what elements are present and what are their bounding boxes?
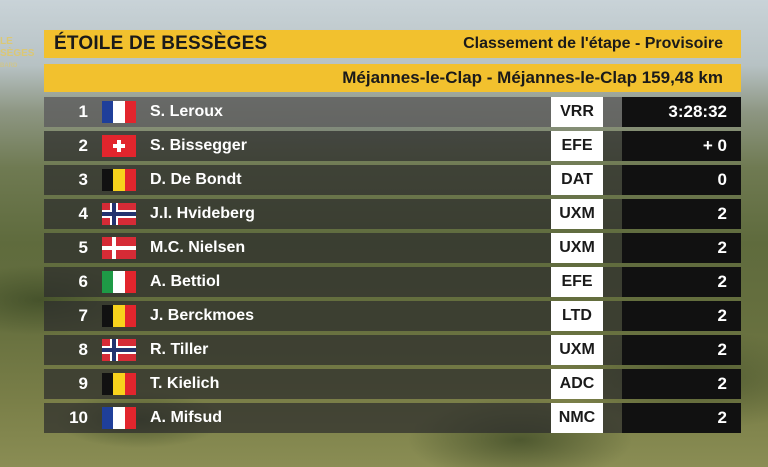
rank: 10 [69, 408, 88, 427]
rank: 9 [78, 374, 88, 393]
watermark-line: SÈGES [0, 48, 35, 59]
time-gap: 3:28:32 [622, 97, 741, 127]
rank: 3 [78, 170, 88, 189]
broadcast-watermark: LE SÈGES BARD [0, 36, 40, 72]
time-gap: 2 [622, 199, 741, 229]
team-code: NMC [551, 403, 603, 433]
table-row: 1 S. Leroux VRR 3:28:32 [44, 97, 741, 127]
team-code: DAT [551, 165, 603, 195]
watermark-line: LE [0, 36, 13, 47]
time-gap: 0 [622, 165, 741, 195]
table-row: 8 R. Tiller UXM 2 [44, 335, 741, 365]
watermark-line: BARD [0, 63, 18, 69]
table-row: 10 A. Mifsud NMC 2 [44, 403, 741, 433]
time-gap: 2 [622, 335, 741, 365]
france-flag-icon [102, 407, 136, 429]
rider-name: A. Mifsud [150, 409, 222, 426]
rider-name: J. Berckmoes [150, 307, 255, 324]
norway-flag-icon [102, 339, 136, 361]
denmark-flag-icon [102, 237, 136, 259]
team-code: EFE [551, 131, 603, 161]
time-gap: 2 [622, 301, 741, 331]
belgium-flag-icon [102, 305, 136, 327]
rank: 4 [78, 204, 88, 223]
rider-name: A. Bettiol [150, 273, 221, 290]
route-label: Méjannes-le-Clap - Méjannes-le-Clap 159,… [342, 68, 723, 87]
switzerland-flag-icon [102, 135, 136, 157]
table-row: 6 A. Bettiol EFE 2 [44, 267, 741, 297]
rank: 6 [78, 272, 88, 291]
rank: 7 [78, 306, 88, 325]
table-row: 9 T. Kielich ADC 2 [44, 369, 741, 399]
belgium-flag-icon [102, 373, 136, 395]
time-gap: 2 [622, 267, 741, 297]
belgium-flag-icon [102, 169, 136, 191]
norway-flag-icon [102, 203, 136, 225]
team-code: VRR [551, 97, 603, 127]
team-code: EFE [551, 267, 603, 297]
table-row: 2 S. Bissegger EFE + 0 [44, 131, 741, 161]
rider-name: T. Kielich [150, 375, 220, 392]
rank: 5 [78, 238, 88, 257]
time-gap: 2 [622, 369, 741, 399]
rider-name: R. Tiller [150, 341, 209, 358]
team-code: UXM [551, 199, 603, 229]
classification-title: Classement de l'étape - Provisoire [463, 35, 723, 52]
team-code: UXM [551, 233, 603, 263]
time-gap: 2 [622, 403, 741, 433]
table-row: 5 M.C. Nielsen UXM 2 [44, 233, 741, 263]
france-flag-icon [102, 101, 136, 123]
team-code: LTD [551, 301, 603, 331]
rank: 1 [78, 102, 88, 121]
rank: 8 [78, 340, 88, 359]
rank: 2 [78, 136, 88, 155]
team-code: ADC [551, 369, 603, 399]
rider-name: S. Bissegger [150, 137, 247, 154]
table-row: 7 J. Berckmoes LTD 2 [44, 301, 741, 331]
route-header: Méjannes-le-Clap - Méjannes-le-Clap 159,… [44, 64, 741, 92]
rider-name: D. De Bondt [150, 171, 242, 188]
team-code: UXM [551, 335, 603, 365]
table-row: 3 D. De Bondt DAT 0 [44, 165, 741, 195]
rider-name: M.C. Nielsen [150, 239, 246, 256]
rider-name: J.I. Hvideberg [150, 205, 255, 222]
time-gap: + 0 [622, 131, 741, 161]
table-row: 4 J.I. Hvideberg UXM 2 [44, 199, 741, 229]
race-name: ÉTOILE DE BESSÈGES [54, 33, 268, 54]
italy-flag-icon [102, 271, 136, 293]
results-table: 1 S. Leroux VRR 3:28:32 2 S. Bissegger E… [44, 97, 741, 437]
rider-name: S. Leroux [150, 103, 223, 120]
time-gap: 2 [622, 233, 741, 263]
race-header: ÉTOILE DE BESSÈGES Classement de l'étape… [44, 30, 741, 58]
